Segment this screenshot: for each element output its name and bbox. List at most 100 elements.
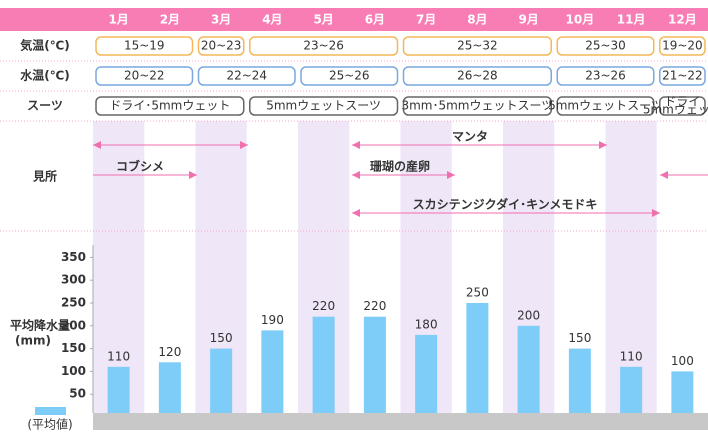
bar <box>568 348 591 413</box>
bar <box>517 325 540 413</box>
cell-text: 22~24 <box>226 69 267 83</box>
cell-box <box>95 36 194 56</box>
month-label: 3月 <box>211 13 231 27</box>
cell-text: 5mmウェットスーツ <box>548 99 663 113</box>
month-label: 1月 <box>108 13 128 27</box>
bar <box>312 316 335 413</box>
y-unit: (mm) <box>15 334 51 348</box>
cell-box <box>249 96 399 116</box>
cell-text: ドライ･5mmウェット <box>109 99 230 113</box>
bar <box>261 330 284 413</box>
cell-text: 5mmウェットスーツ <box>266 99 381 113</box>
bar-value-label: 180 <box>415 317 438 331</box>
month-label: 12月 <box>668 13 697 27</box>
cell-text: 25~30 <box>585 39 626 53</box>
cell-box <box>659 96 706 116</box>
month-label: 10月 <box>566 13 595 27</box>
cell-box <box>659 36 706 56</box>
month-shade <box>93 121 145 413</box>
cell-text: 25~26 <box>329 69 370 83</box>
month-label: 4月 <box>262 13 282 27</box>
cell-text: 23~26 <box>585 69 626 83</box>
bar-value-label: 250 <box>466 286 489 300</box>
month-label: 8月 <box>467 13 487 27</box>
legend-swatch <box>35 407 66 415</box>
bar-value-label: 110 <box>620 349 643 363</box>
y-tick-label: 300 <box>61 273 86 287</box>
arrow-head <box>93 141 101 149</box>
bar <box>620 366 643 413</box>
arrow-head <box>599 141 607 149</box>
header-band <box>0 8 708 31</box>
arrow-head <box>660 171 668 179</box>
cell-box <box>95 66 194 86</box>
arrow-head <box>352 141 360 149</box>
cell-box <box>659 66 706 86</box>
month-label: 6月 <box>365 13 385 27</box>
cell-box <box>300 66 399 86</box>
bar <box>158 362 181 413</box>
bar-value-label: 220 <box>363 299 386 313</box>
cell-text: 20~22 <box>124 69 165 83</box>
y-tick-label: 250 <box>61 296 86 310</box>
highlight-text: 珊瑚の産卵 <box>370 159 430 174</box>
arrow-head <box>240 141 248 149</box>
cell-box <box>249 36 399 56</box>
cell-text: 21~22 <box>662 69 703 83</box>
cell-box <box>402 36 552 56</box>
cell-box <box>95 96 245 116</box>
highlight-text: コブシメ <box>116 159 164 174</box>
y-tick-label: 350 <box>61 250 86 264</box>
cell-text: 3mm･5mmウェットスーツ <box>401 99 553 113</box>
cell-box <box>402 66 552 86</box>
bar <box>210 348 233 413</box>
cell-text: 20~23 <box>201 39 242 53</box>
arrow-head <box>189 171 197 179</box>
bar <box>671 371 694 413</box>
separators <box>0 60 708 232</box>
row-label: 気温(℃) <box>20 38 70 53</box>
cell-box <box>402 96 552 116</box>
cell-text: 26~28 <box>457 69 498 83</box>
row-label: 水温(℃) <box>20 68 70 83</box>
month-label: 11月 <box>617 13 646 27</box>
bar-value-label: 120 <box>158 345 181 359</box>
cell-text: ドライ <box>664 95 700 109</box>
bar <box>107 366 130 413</box>
row-label: スーツ <box>27 99 63 113</box>
bar-value-label: 110 <box>107 349 130 363</box>
month-label: 9月 <box>518 13 538 27</box>
bar-value-label: 100 <box>671 354 694 368</box>
cell-box <box>197 36 245 56</box>
cell-box <box>556 36 655 56</box>
arrow-head <box>447 171 455 179</box>
arrow-head <box>352 209 360 217</box>
highlight-label: 見所 <box>32 169 57 184</box>
bar <box>363 316 386 413</box>
bar <box>466 303 489 413</box>
cell-box <box>556 96 655 116</box>
bar <box>415 334 438 413</box>
baseline-band <box>93 413 708 430</box>
arrow-head <box>352 171 360 179</box>
cell-text: 25~32 <box>457 39 498 53</box>
cell-box <box>197 66 296 86</box>
y-tick-label: 100 <box>61 364 86 378</box>
highlight-text: スカシテンジクダイ･キンメモドキ <box>413 197 598 212</box>
y-label: 平均降水量 <box>10 318 70 333</box>
bar-value-label: 190 <box>261 313 284 327</box>
legend-label: (平均値) <box>27 417 72 432</box>
bar-value-label: 150 <box>210 331 233 345</box>
month-label: 2月 <box>160 13 180 27</box>
y-tick-label: 200 <box>61 318 86 332</box>
month-label: 7月 <box>416 13 436 27</box>
y-tick-label: 50 <box>69 387 86 401</box>
cell-text: 5mmウェット <box>643 103 708 117</box>
bar-value-label: 150 <box>568 331 591 345</box>
cell-text: 15~19 <box>124 39 165 53</box>
y-tick-label: 150 <box>61 341 86 355</box>
cell-text: 23~26 <box>303 39 344 53</box>
cell-box <box>556 66 655 86</box>
month-shade <box>605 121 657 413</box>
